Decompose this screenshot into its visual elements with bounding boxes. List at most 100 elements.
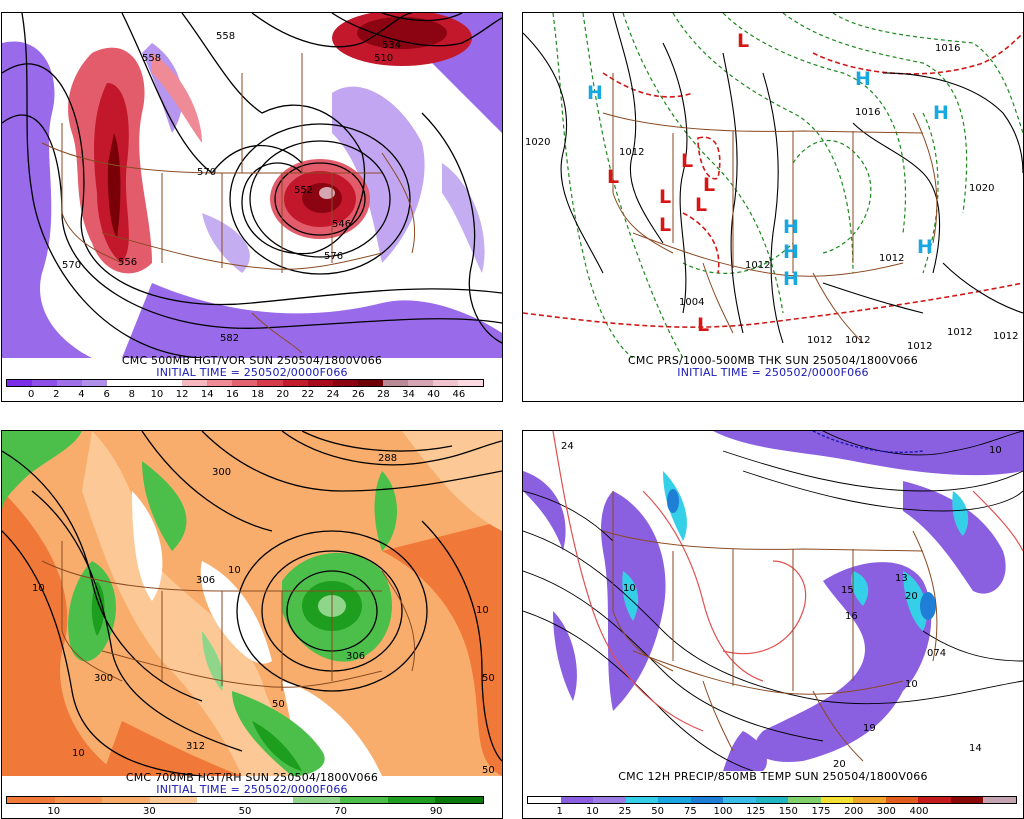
high-pressure-marker: H [783,268,799,290]
colorbar-swatch [382,380,408,386]
isobar-label: 1012 [993,331,1018,342]
precip-colorbar-ticks: 1 10 25 50 75 100 125 150 175 200 300 400 [527,806,1017,818]
low-pressure-marker: L [737,30,749,52]
colorbar-swatch [257,380,283,386]
colorbar-tick-label: 20 [276,389,290,400]
contour-label: 300 [212,467,231,478]
colorbar-swatch [853,797,886,803]
colorbar-swatch [560,797,594,803]
colorbar-swatch [197,797,245,803]
colorbar-swatch [102,797,150,803]
high-pressure-marker: H [783,241,799,263]
contour-label: 50 [482,673,495,684]
colorbar-tick-label: 25 [618,806,632,817]
colorbar-swatch [528,797,561,803]
colorbar-tick-label: 50 [238,806,252,817]
colorbar-swatch [885,797,919,803]
contour-label: 10 [228,565,241,576]
contour-label: 50 [482,765,495,776]
colorbar-swatch [244,797,293,803]
isobar-label: 1020 [969,183,994,194]
panel-title: CMC 700MB HGT/RH SUN 250504/1800V066 INI… [2,772,502,796]
precip-max-label: 19 [863,723,876,734]
colorbar-tick-label: 100 [713,806,733,817]
colorbar-tick-label: 175 [811,806,831,817]
colorbar-swatch [432,380,458,386]
contour-label: 546 [332,219,351,230]
colorbar-swatch [157,380,183,386]
low-pressure-marker: L [703,174,715,196]
colorbar-tick-label: 4 [78,389,85,400]
panel-title-text: CMC PRS/1000-500MB THK SUN 250504/1800V0… [628,354,918,367]
precip-max-label: 20 [833,759,846,770]
colorbar-swatch [207,380,233,386]
precip-max-label: 20 [905,591,918,602]
rh-colorbar [6,796,484,804]
colorbar-tick-label: 75 [683,806,697,817]
precip-max-label: 14 [969,743,982,754]
precip-max-label: 16 [845,611,858,622]
contour-label: 288 [378,453,397,464]
high-pressure-marker: H [783,216,799,238]
isobar-label: 1012 [907,341,932,352]
colorbar-tick-label: 70 [334,806,347,817]
colorbar-swatch [658,797,691,803]
panel-500mb-hgt-vor: 558 534 510 570 558 576 582 556 570 546 … [1,12,503,402]
precip-max-label: 24 [561,441,574,452]
panel-title: CMC 500MB HGT/VOR SUN 250504/1800V066 IN… [2,355,502,379]
precip-max-label: 15 [841,585,854,596]
panel-prs-thickness: H H H H H H H L L L L L L L L 1020 1012 … [522,12,1024,402]
contour-label: 534 [382,40,401,51]
map-precip: 15 16 13 20 19 074 10 24 10 10 14 20 [523,431,1023,771]
colorbar-tick-label: 18 [251,389,264,400]
low-pressure-marker: L [697,314,709,336]
colorbar-tick-label: 6 [103,389,110,400]
colorbar-swatch [983,797,1016,803]
colorbar-tick-label: 0 [27,389,35,400]
colorbar-tick-label: 50 [651,806,665,817]
colorbar-swatch [82,380,108,386]
colorbar-tick-label: 30 [143,806,156,817]
colorbar-tick-label: 26 [351,389,365,400]
colorbar-swatch [182,380,208,386]
isobar-label: 1016 [935,43,960,54]
isobar-label: 1020 [525,137,550,148]
colorbar-swatch [918,797,951,803]
panel-title: CMC 12H PRECIP/850MB TEMP SUN 250504/180… [523,771,1023,783]
colorbar-swatch [132,380,158,386]
contour-label: 558 [142,53,161,64]
panel-700mb-hgt-rh: 288 300 306 300 312 306 10 10 10 50 50 1… [1,430,503,819]
vorticity-colorbar [6,379,484,387]
colorbar-tick-label: 10 [150,389,164,400]
contour-label: 10 [32,583,45,594]
isobar-label: 1004 [679,297,704,308]
colorbar-swatch [292,797,341,803]
contour-label: 558 [216,31,235,42]
contour-label: 570 [62,260,81,271]
contour-label: 510 [374,53,393,64]
low-pressure-marker: L [659,214,671,236]
colorbar-swatch [690,797,724,803]
colorbar-tick-label: 16 [226,389,239,400]
precip-max-label: 10 [989,445,1002,456]
colorbar-tick-label: 400 [909,806,929,817]
high-pressure-marker: H [933,102,949,124]
colorbar-swatch [107,380,133,386]
low-pressure-marker: L [695,194,707,216]
colorbar-swatch [820,797,854,803]
colorbar-swatch [282,380,308,386]
colorbar-swatch [332,380,358,386]
contour-label: 300 [94,673,113,684]
high-pressure-marker: H [855,68,871,90]
low-pressure-marker: L [659,186,671,208]
high-pressure-markers: H H H H H H H [587,68,949,290]
isobar-label: 1012 [745,260,770,271]
high-pressure-marker: H [587,82,603,104]
colorbar-swatch [149,797,198,803]
isobar-label: 1016 [855,107,880,118]
colorbar-swatch [788,797,821,803]
colorbar-swatch [755,797,789,803]
contour-label: 582 [220,333,239,344]
colorbar-tick-label: 34 [402,389,415,400]
initial-time: INITIAL TIME = 250502/0000F066 [156,366,348,379]
